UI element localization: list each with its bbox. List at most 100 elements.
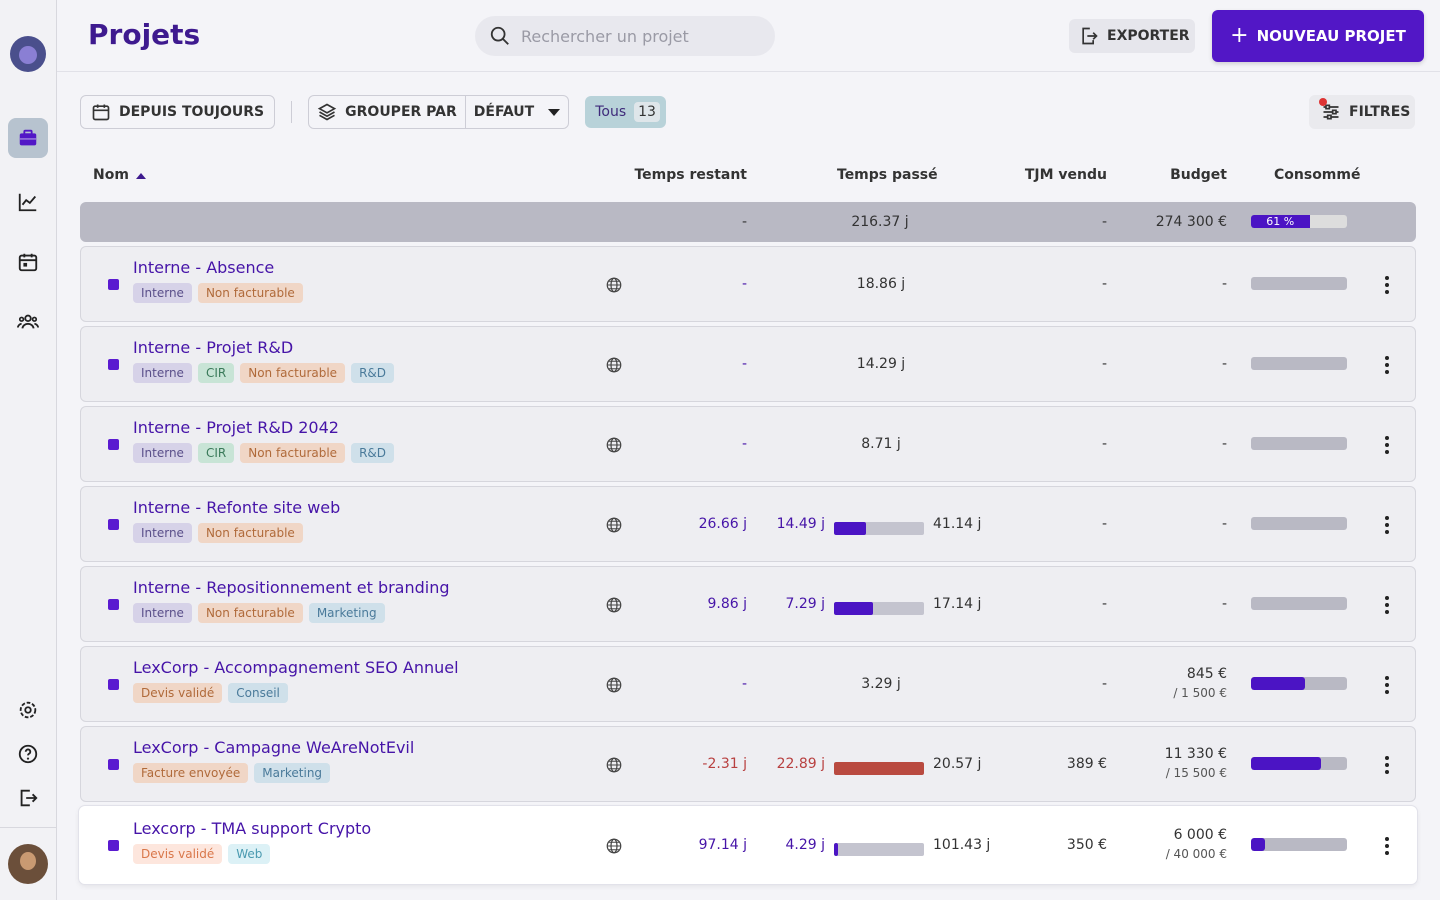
- project-tag[interactable]: Interne: [133, 443, 192, 463]
- group-by-button[interactable]: GROUPER PAR: [309, 96, 465, 128]
- project-tag[interactable]: R&D: [351, 363, 395, 383]
- col-name[interactable]: Nom: [93, 167, 146, 183]
- group-by-value: DÉFAUT: [473, 104, 535, 120]
- col-consumed[interactable]: Consommé: [1274, 167, 1361, 183]
- group-by-control[interactable]: GROUPER PAR DÉFAUT: [308, 95, 570, 129]
- col-remaining[interactable]: Temps restant: [634, 167, 747, 183]
- nav-projects-briefcase-icon[interactable]: [8, 118, 48, 158]
- globe-icon[interactable]: [605, 276, 623, 294]
- user-avatar[interactable]: [8, 844, 48, 884]
- project-tag[interactable]: Interne: [133, 523, 192, 543]
- search-box[interactable]: [475, 16, 775, 56]
- budget-value: -: [1221, 276, 1227, 292]
- filter-all-chip[interactable]: Tous 13: [585, 96, 666, 128]
- project-tag[interactable]: Non facturable: [240, 443, 346, 463]
- remaining-time: -: [741, 436, 747, 452]
- project-name-link[interactable]: Interne - Absence: [133, 258, 275, 277]
- layers-icon: [317, 103, 337, 121]
- row-menu-kebab-icon[interactable]: [1377, 515, 1397, 535]
- nav-settings-gear-icon[interactable]: [8, 690, 48, 730]
- project-row[interactable]: Interne - Projet R&D 2042 Interne CIR Non …: [80, 406, 1416, 482]
- project-tag[interactable]: Interne: [133, 283, 192, 303]
- new-project-button[interactable]: + NOUVEAU PROJET: [1212, 10, 1424, 62]
- filters-button[interactable]: FILTRES: [1309, 95, 1415, 129]
- project-name-link[interactable]: Interne - Refonte site web: [133, 498, 341, 517]
- period-label: DEPUIS TOUJOURS: [119, 104, 265, 120]
- nav-help-icon[interactable]: [8, 734, 48, 774]
- col-tjm[interactable]: TJM vendu: [1024, 167, 1107, 183]
- project-name-link[interactable]: LexCorp - Campagne WeAreNotEvil: [133, 738, 415, 757]
- project-tag[interactable]: Marketing: [254, 763, 331, 783]
- project-row[interactable]: LexCorp - Campagne WeAreNotEvil Facture …: [80, 726, 1416, 802]
- app-logo[interactable]: [10, 36, 46, 72]
- time-progress-fill: [834, 522, 866, 535]
- project-tags: Devis validé Conseil: [133, 683, 288, 703]
- search-input[interactable]: [521, 26, 751, 46]
- export-button[interactable]: EXPORTER: [1069, 19, 1195, 53]
- budget-consumed: 845 €: [1186, 666, 1227, 682]
- row-menu-kebab-icon[interactable]: [1377, 755, 1397, 775]
- globe-icon[interactable]: [605, 516, 623, 534]
- globe-icon[interactable]: [605, 596, 623, 614]
- search-icon: [490, 26, 509, 45]
- project-tags: Interne CIR Non facturable R&D: [133, 443, 395, 463]
- project-row[interactable]: Lexcorp - TMA support Crypto Devis valid…: [79, 806, 1417, 884]
- project-tag[interactable]: Conseil: [228, 683, 288, 703]
- row-menu-kebab-icon[interactable]: [1377, 836, 1397, 856]
- time-progress-bar: [834, 522, 924, 535]
- project-name-link[interactable]: Interne - Projet R&D: [133, 338, 294, 357]
- globe-icon[interactable]: [605, 837, 623, 855]
- project-row[interactable]: Interne - Repositionnement et branding I…: [80, 566, 1416, 642]
- globe-icon[interactable]: [605, 436, 623, 454]
- project-name-link[interactable]: Interne - Projet R&D 2042: [133, 418, 339, 437]
- group-by-select[interactable]: DÉFAUT: [464, 96, 568, 128]
- project-tag[interactable]: Interne: [133, 363, 192, 383]
- row-menu-kebab-icon[interactable]: [1377, 595, 1397, 615]
- remaining-time: 26.66 j: [698, 516, 747, 532]
- filter-all-label: Tous: [595, 104, 627, 120]
- page-header: Projets EXPORTER + NOUVEAU PROJET: [57, 0, 1440, 72]
- globe-icon[interactable]: [605, 676, 623, 694]
- project-tag[interactable]: Non facturable: [240, 363, 346, 383]
- budget-total: / 15 500 €: [1165, 766, 1227, 780]
- remaining-time: -2.31 j: [702, 756, 747, 772]
- project-name-link[interactable]: Interne - Repositionnement et branding: [133, 578, 450, 597]
- nav-calendar-icon[interactable]: [8, 242, 48, 282]
- project-tag[interactable]: CIR: [197, 443, 235, 463]
- row-menu-kebab-icon[interactable]: [1377, 435, 1397, 455]
- project-tag[interactable]: Web: [228, 844, 271, 864]
- project-tag[interactable]: CIR: [197, 363, 235, 383]
- project-tag[interactable]: Interne: [133, 603, 192, 623]
- export-icon: [1082, 27, 1098, 45]
- period-button[interactable]: DEPUIS TOUJOURS: [80, 95, 276, 129]
- col-budget[interactable]: Budget: [1170, 167, 1227, 183]
- project-tag[interactable]: Non facturable: [197, 283, 303, 303]
- globe-icon[interactable]: [605, 356, 623, 374]
- nav-logout-icon[interactable]: [8, 778, 48, 818]
- project-tag[interactable]: Non facturable: [197, 603, 303, 623]
- project-row[interactable]: Interne - Absence Interne Non facturable …: [80, 246, 1416, 322]
- nav-team-users-icon[interactable]: [8, 302, 48, 342]
- consumed-bar: [1251, 357, 1347, 370]
- globe-icon[interactable]: [605, 756, 623, 774]
- project-row[interactable]: Interne - Projet R&D Interne CIR Non factu…: [80, 326, 1416, 402]
- project-row[interactable]: Interne - Refonte site web Interne Non fa…: [80, 486, 1416, 562]
- project-row[interactable]: LexCorp - Accompagnement SEO Annuel Devi…: [80, 646, 1416, 722]
- project-tag[interactable]: Facture envoyée: [133, 763, 249, 783]
- table-header: Nom Temps restant Temps passé TJM vendu …: [80, 153, 1416, 197]
- project-tag[interactable]: Marketing: [308, 603, 385, 623]
- project-tag[interactable]: R&D: [351, 443, 395, 463]
- project-name-link[interactable]: LexCorp - Accompagnement SEO Annuel: [133, 658, 459, 677]
- time-progress-fill: [834, 762, 924, 775]
- nav-stats-chart-icon[interactable]: [8, 182, 48, 222]
- col-spent[interactable]: Temps passé: [837, 167, 938, 183]
- row-menu-kebab-icon[interactable]: [1377, 275, 1397, 295]
- project-color-swatch: [108, 359, 119, 370]
- row-menu-kebab-icon[interactable]: [1377, 355, 1397, 375]
- project-name-link[interactable]: Lexcorp - TMA support Crypto: [133, 819, 372, 838]
- project-tag[interactable]: Non facturable: [197, 523, 303, 543]
- consumed-bar: [1251, 277, 1347, 290]
- row-menu-kebab-icon[interactable]: [1377, 675, 1397, 695]
- project-tag[interactable]: Devis validé: [133, 844, 223, 864]
- project-tag[interactable]: Devis validé: [133, 683, 223, 703]
